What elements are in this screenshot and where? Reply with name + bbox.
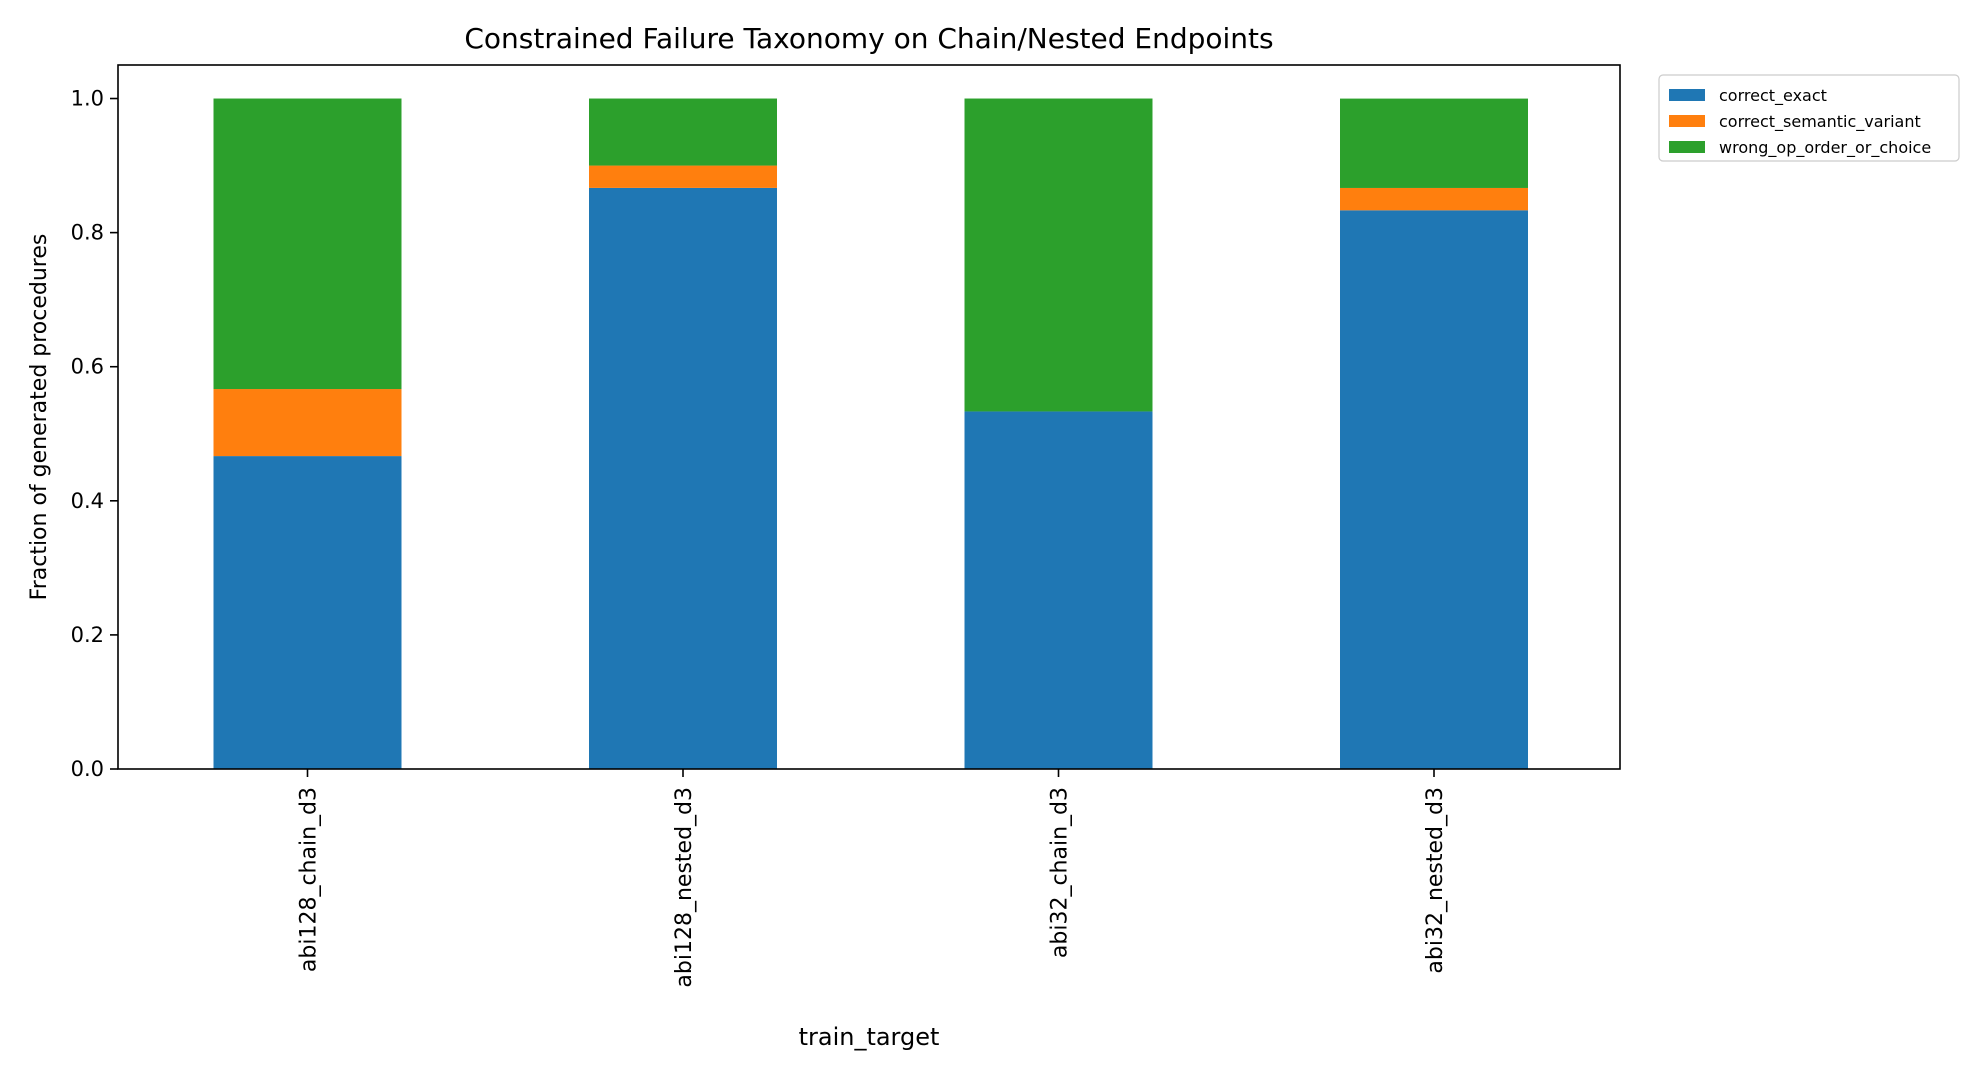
bar-correct_exact-abi128_chain_d3: [213, 456, 402, 769]
y-axis: 0.0 0.2 0.4 0.6 0.8 1.0: [71, 87, 118, 781]
y-axis-label: Fraction of generated procedures: [27, 234, 52, 601]
legend-swatch-wrong_op_order_or_choice: [1669, 141, 1705, 153]
x-tick-label: abi32_chain_d3: [1048, 787, 1073, 958]
legend-swatch-correct_semantic_variant: [1669, 115, 1705, 127]
bar-correct_semantic_variant-abi128_nested_d3: [589, 165, 777, 188]
bar-wrong_op_order_or_choice-abi128_nested_d3: [589, 98, 777, 166]
bar-correct_semantic_variant-abi128_chain_d3: [213, 389, 402, 457]
x-tick-label: abi32_nested_d3: [1423, 787, 1448, 974]
y-tick-label: 0.6: [71, 355, 104, 379]
bar-wrong_op_order_or_choice-abi32_nested_d3: [1340, 98, 1528, 188]
plot-area-frame: [117, 64, 1621, 770]
bar-correct_semantic_variant-abi32_nested_d3: [1340, 187, 1528, 211]
legend-label-correct_exact: correct_exact: [1719, 86, 1827, 106]
chart-title: Constrained Failure Taxonomy on Chain/Ne…: [464, 22, 1273, 55]
x-tick-label: abi128_nested_d3: [672, 787, 697, 988]
bar-correct_exact-abi32_nested_d3: [1340, 210, 1528, 770]
x-axis: abi128_chain_d3 abi128_nested_d3 abi32_cha…: [297, 769, 1448, 988]
bars-group: [213, 98, 1528, 770]
bar-wrong_op_order_or_choice-abi32_chain_d3: [964, 98, 1153, 412]
y-tick-label: 0.8: [71, 221, 104, 245]
y-tick-label: 0.0: [71, 757, 104, 781]
x-tick-label: abi128_chain_d3: [297, 787, 322, 972]
legend-label-wrong_op_order_or_choice: wrong_op_order_or_choice: [1719, 138, 1931, 158]
legend-label-correct_semantic_variant: correct_semantic_variant: [1719, 112, 1921, 132]
y-tick-label: 1.0: [71, 87, 104, 111]
legend-frame: [1658, 74, 1960, 162]
x-axis-label: train_target: [799, 1023, 940, 1051]
y-tick-label: 0.4: [71, 489, 104, 513]
legend-swatch-correct_exact: [1669, 89, 1705, 101]
bar-correct_exact-abi128_nested_d3: [589, 187, 777, 769]
y-tick-label: 0.2: [71, 623, 104, 647]
bar-wrong_op_order_or_choice-abi128_chain_d3: [213, 98, 402, 390]
legend: correct_exact correct_semantic_variantwro…: [1658, 74, 1960, 162]
bar-correct_exact-abi32_chain_d3: [964, 411, 1153, 769]
